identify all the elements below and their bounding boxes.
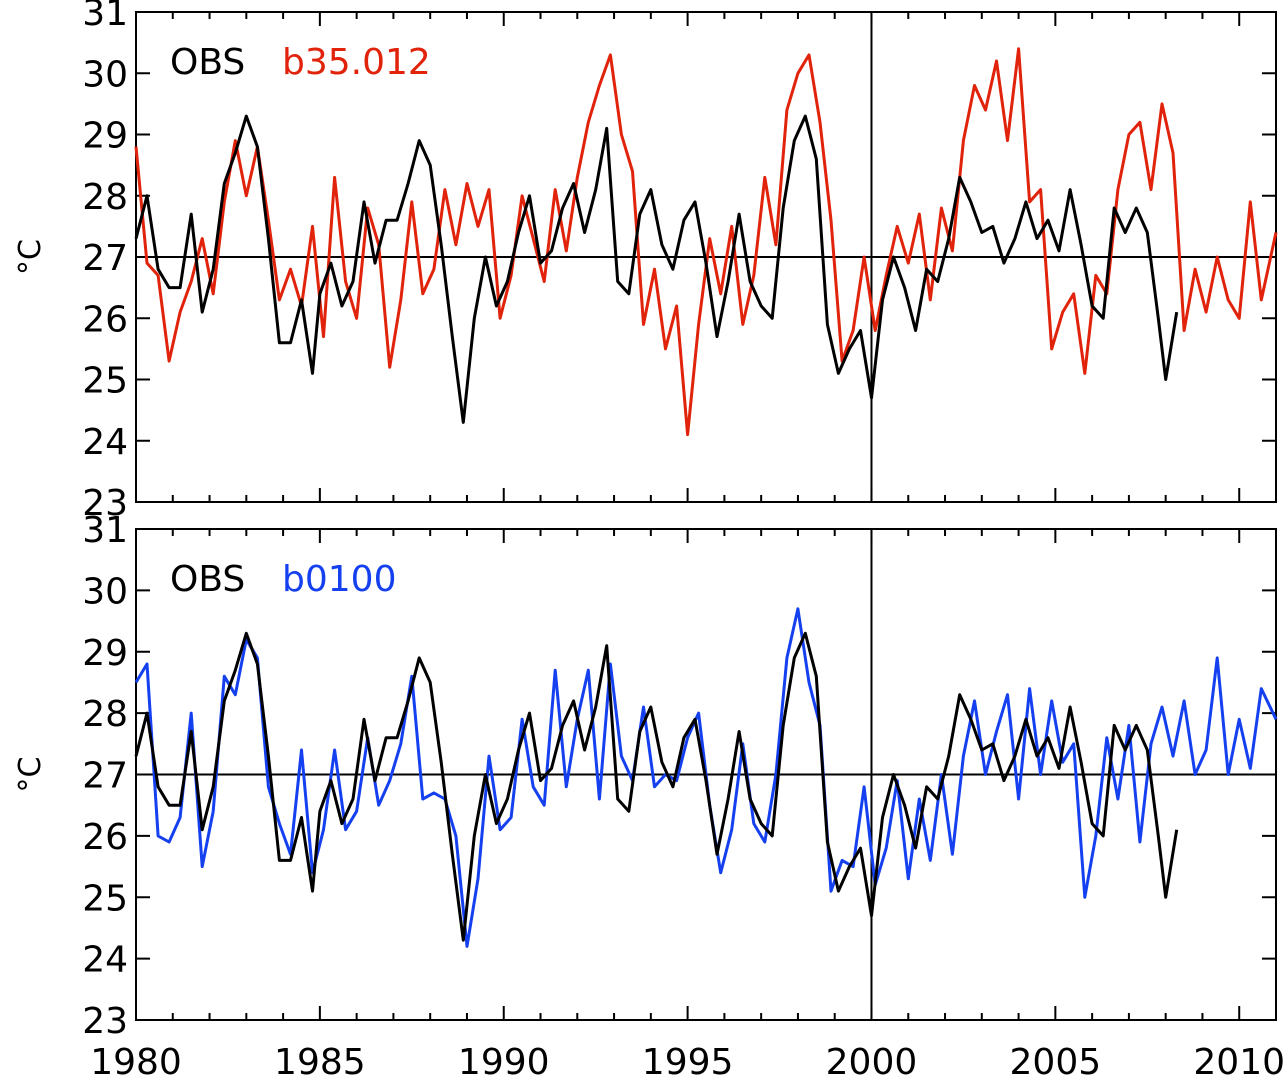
- y-tick-label: 25: [82, 878, 128, 919]
- y-tick-label: 31: [82, 510, 128, 551]
- y-tick-label: 24: [82, 422, 128, 463]
- y-axis-label: °C: [13, 239, 48, 275]
- y-axis-label: °C: [13, 757, 48, 793]
- y-tick-label: 26: [82, 299, 128, 340]
- series-line-b0100: [134, 607, 1278, 948]
- y-tick-label: 27: [82, 756, 128, 797]
- series-line-obs: [134, 631, 1179, 942]
- top-panel: 23 24 25 26 27 28 29 30 31 °C OBS b35.012: [13, 0, 1278, 524]
- y-tick-label: 23: [82, 483, 128, 524]
- legend-entry: OBS: [170, 559, 245, 600]
- x-tick-label: 2005: [1010, 1042, 1102, 1083]
- y-tick-label: 28: [82, 177, 128, 218]
- legend-entry: b35.012: [282, 42, 431, 83]
- y-tick-label: 25: [82, 361, 128, 402]
- y-tick-label: 30: [82, 54, 128, 95]
- y-tick-label: 31: [82, 0, 128, 34]
- legend-entry: OBS: [170, 42, 245, 83]
- x-tick-label: 2010: [1193, 1042, 1285, 1083]
- bottom-panel: 23 24 25 26 27 28 29 30 31 °C OBS b0100: [13, 510, 1278, 1042]
- y-tick-label: 23: [82, 1001, 128, 1042]
- y-tick-label: 26: [82, 817, 128, 858]
- series-line-b35-012: [134, 47, 1278, 437]
- y-tick-label: 28: [82, 694, 128, 735]
- y-tick-label: 29: [82, 633, 128, 674]
- x-tick-label: 1995: [642, 1042, 734, 1083]
- y-tick-label: 30: [82, 571, 128, 612]
- legend-entry: b0100: [282, 559, 396, 600]
- x-tick-label: 1985: [274, 1042, 366, 1083]
- y-tick-label: 27: [82, 238, 128, 279]
- x-axis-labels: 1980 1985 1990 1995 2000 2005 2010: [90, 1042, 1285, 1083]
- y-tick-label: 29: [82, 116, 128, 157]
- series-line-obs: [134, 114, 1179, 424]
- x-tick-label: 1980: [90, 1042, 182, 1083]
- x-tick-label: 1990: [458, 1042, 550, 1083]
- y-tick-label: 24: [82, 940, 128, 981]
- x-tick-label: 2000: [826, 1042, 918, 1083]
